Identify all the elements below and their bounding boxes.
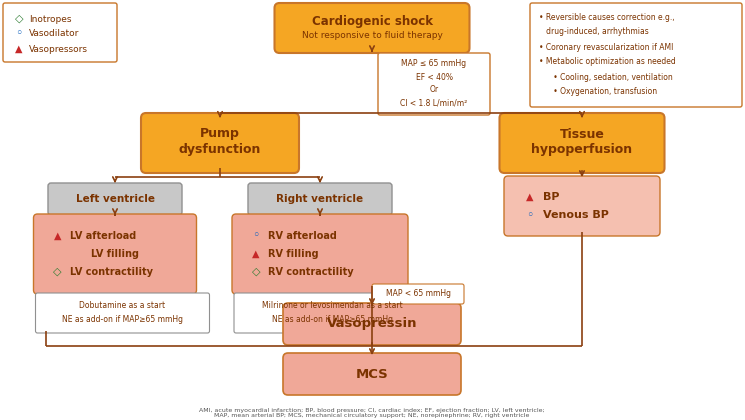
FancyBboxPatch shape [248,183,392,215]
Text: ◇: ◇ [252,267,260,277]
Text: MAP < 65 mmHg: MAP < 65 mmHg [385,289,451,299]
Text: Or: Or [429,86,439,94]
FancyBboxPatch shape [378,53,490,115]
FancyBboxPatch shape [3,3,117,62]
Text: Inotropes: Inotropes [29,15,72,24]
Text: Vasodilator: Vasodilator [29,29,80,39]
FancyBboxPatch shape [48,183,182,215]
Text: EF < 40%: EF < 40% [416,73,452,81]
Text: ◇: ◇ [53,267,62,277]
FancyBboxPatch shape [504,176,660,236]
FancyBboxPatch shape [530,3,742,107]
Text: • Cooling, sedation, ventilation: • Cooling, sedation, ventilation [539,73,673,81]
Text: • Oxygenation, transfusion: • Oxygenation, transfusion [539,87,657,97]
Text: hypoperfusion: hypoperfusion [531,144,633,157]
Text: • Coronary revascularization if AMI: • Coronary revascularization if AMI [539,42,673,52]
Text: Pump: Pump [200,128,240,141]
Text: ◦: ◦ [16,27,22,40]
Text: CI < 1.8 L/min/m²: CI < 1.8 L/min/m² [400,99,468,108]
Text: Not responsive to fluid therapy: Not responsive to fluid therapy [302,32,443,40]
FancyBboxPatch shape [232,214,408,294]
Text: ▲: ▲ [526,192,533,202]
Text: Vasopressin: Vasopressin [327,318,417,331]
Text: RV afterload: RV afterload [268,231,337,241]
FancyBboxPatch shape [372,284,464,304]
FancyBboxPatch shape [499,113,665,173]
Text: NE as add-on if MAP≥65 mmHg: NE as add-on if MAP≥65 mmHg [62,315,183,323]
FancyBboxPatch shape [141,113,299,173]
Text: Dobutamine as a start: Dobutamine as a start [80,302,165,310]
Text: ◇: ◇ [15,14,23,24]
Text: Cardiogenic shock: Cardiogenic shock [311,16,433,29]
FancyBboxPatch shape [36,293,209,333]
FancyBboxPatch shape [234,293,430,333]
Text: Vasopressors: Vasopressors [29,45,88,53]
Text: ▲: ▲ [15,44,23,54]
Text: LV contractility: LV contractility [69,267,153,277]
Text: RV filling: RV filling [268,249,319,259]
FancyBboxPatch shape [283,353,461,395]
Text: LV filling: LV filling [91,249,139,259]
Text: ▲: ▲ [253,249,260,259]
Text: ◦: ◦ [526,208,533,221]
Text: ◦: ◦ [253,229,260,242]
FancyBboxPatch shape [34,214,197,294]
Text: MCS: MCS [355,368,388,381]
Text: Right ventricle: Right ventricle [276,194,364,204]
Text: • Reversible causes correction e.g.,: • Reversible causes correction e.g., [539,13,675,21]
Text: BP: BP [543,192,559,202]
Text: LV afterload: LV afterload [69,231,136,241]
Text: Left ventricle: Left ventricle [75,194,154,204]
Text: RV contractility: RV contractility [268,267,354,277]
Text: AMI, acute myocardial infarction; BP, blood pressure; CI, cardiac index; EF, eje: AMI, acute myocardial infarction; BP, bl… [199,407,545,418]
Text: ▲: ▲ [54,231,61,241]
Text: • Metabolic optimization as needed: • Metabolic optimization as needed [539,58,676,66]
FancyBboxPatch shape [274,3,469,53]
Text: dysfunction: dysfunction [179,144,261,157]
Text: Venous BP: Venous BP [543,210,609,220]
Text: MAP ≤ 65 mmHg: MAP ≤ 65 mmHg [402,60,466,68]
Text: Milrinone or levosimendan as a start: Milrinone or levosimendan as a start [261,302,402,310]
Text: Tissue: Tissue [559,128,604,141]
Text: NE as add-on if MAP≥65 mmHg: NE as add-on if MAP≥65 mmHg [271,315,393,323]
Text: drug-induced, arrhythmias: drug-induced, arrhythmias [539,27,649,37]
FancyBboxPatch shape [283,303,461,345]
